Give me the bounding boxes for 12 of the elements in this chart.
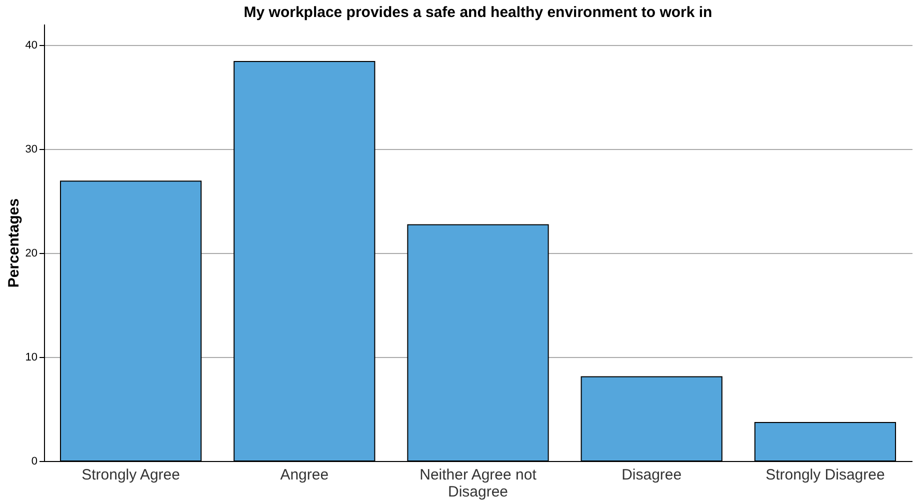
y-axis-title: Percentages	[5, 198, 22, 288]
y-tick-label: 10	[25, 351, 38, 364]
x-tick-label: Disagree	[622, 466, 682, 484]
x-tick-label: Strongly Disagree	[766, 466, 885, 484]
x-tick-label: Strongly Agree	[82, 466, 180, 484]
y-tick-label: 30	[25, 143, 38, 156]
x-tick-label: Neither Agree not Disagree	[420, 466, 538, 500]
x-tick-label: Angree	[280, 466, 329, 484]
y-tick-label: 20	[25, 247, 38, 260]
y-tick-label: 40	[25, 39, 38, 52]
y-tick-label: 0	[31, 456, 38, 468]
chart-title: My workplace provides a safe and healthy environment to work in	[244, 4, 712, 21]
